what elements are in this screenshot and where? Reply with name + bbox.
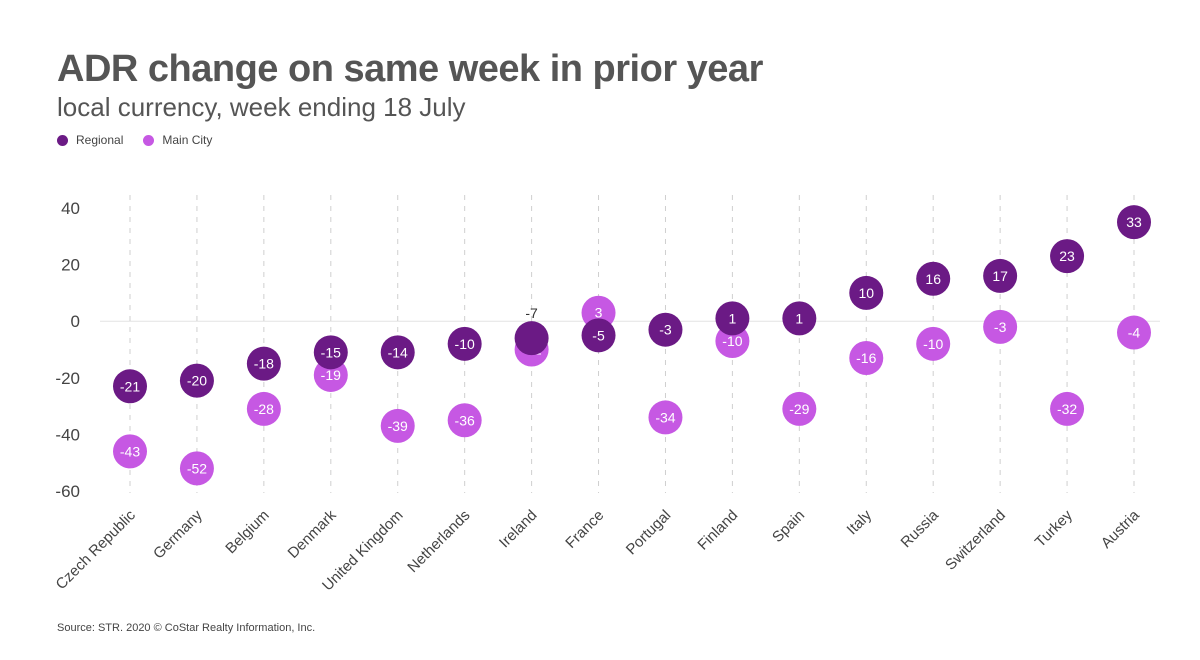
legend-item-main-city: Main City <box>143 133 212 147</box>
dot-main-city <box>1117 315 1151 350</box>
dot-regional <box>581 318 616 353</box>
dot-regional <box>514 321 549 356</box>
data-label-regional: 23 <box>1059 248 1075 264</box>
x-tick-label: Italy <box>844 506 876 538</box>
legend-swatch-regional <box>57 134 68 146</box>
chart-subtitle: local currency, week ending 18 July <box>57 92 466 122</box>
data-label-regional: -3 <box>659 322 672 338</box>
y-tick-label: 0 <box>71 312 80 331</box>
dot-regional <box>849 275 884 310</box>
data-label-regional: -21 <box>120 378 140 394</box>
data-label-main-city: -4 <box>1128 325 1141 341</box>
data-label-regional: -7 <box>525 305 538 321</box>
x-tick-label: Switzerland <box>942 507 1009 574</box>
data-label-regional: -18 <box>254 356 274 372</box>
x-tick-label: Czech Republic <box>53 506 140 593</box>
chart-title: ADR change on same week in prior year <box>57 48 763 90</box>
dot-main-city <box>447 403 482 438</box>
dot-regional <box>648 312 683 347</box>
x-tick-label: Turkey <box>1032 506 1076 550</box>
legend-label-regional: Regional <box>76 133 124 147</box>
y-tick-label: -20 <box>55 369 80 388</box>
y-tick-label: -40 <box>55 425 80 444</box>
data-label-main-city: 3 <box>595 305 603 321</box>
data-label-main-city: -36 <box>455 412 475 428</box>
source-note: Source: STR. 2020 © CoStar Realty Inform… <box>57 622 316 634</box>
legend: Regional Main City <box>57 133 212 147</box>
dot-regional <box>179 363 214 398</box>
data-label-main-city: -29 <box>789 401 809 417</box>
data-label-regional: 1 <box>729 310 737 326</box>
dot-regional <box>916 261 951 296</box>
dot-regional <box>1050 239 1085 274</box>
x-tick-label: Portugal <box>623 507 675 559</box>
dot-regional <box>782 301 817 336</box>
dot-regional <box>313 335 348 370</box>
y-tick-label: 20 <box>61 256 80 275</box>
x-tick-label: Denmark <box>285 506 340 561</box>
x-tick-label: France <box>562 507 607 552</box>
data-label-regional: 10 <box>858 285 874 301</box>
dot-main-city <box>113 434 147 469</box>
x-tick-label: Ireland <box>496 507 540 551</box>
dot-regional <box>447 326 482 361</box>
x-tick-label: Germany <box>150 506 206 562</box>
data-label-main-city: -19 <box>321 367 341 383</box>
data-label-main-city: -39 <box>388 418 408 434</box>
y-tick-label: 40 <box>61 199 80 218</box>
data-label-main-city: -32 <box>1057 401 1077 417</box>
data-label-main-city: -10 <box>722 333 742 349</box>
dot-regional <box>246 346 281 381</box>
data-label-regional: -5 <box>592 327 605 343</box>
x-tick-label: Russia <box>898 506 943 551</box>
data-label-regional: -10 <box>455 336 475 352</box>
legend-label-main-city: Main City <box>162 133 213 147</box>
dot-main-city <box>380 408 415 443</box>
legend-item-regional: Regional <box>57 133 123 147</box>
x-tick-label: Austria <box>1098 506 1143 551</box>
data-label-regional: -15 <box>321 344 341 360</box>
x-tick-label: Finland <box>694 507 741 554</box>
dot-main-city <box>179 451 214 486</box>
dot-main-city <box>246 391 281 426</box>
legend-swatch-main-city <box>143 134 155 146</box>
data-label-main-city: -28 <box>254 401 274 417</box>
dot-main-city <box>849 340 884 375</box>
data-label-main-city: -3 <box>994 319 1007 335</box>
dot-regional <box>715 301 750 336</box>
x-tick-label: Spain <box>769 507 808 546</box>
data-label-regional: -20 <box>187 373 207 389</box>
dot-main-city <box>983 309 1018 344</box>
data-label-main-city: -52 <box>187 460 207 476</box>
dot-main-city <box>648 400 683 435</box>
dot-regional <box>1117 205 1151 240</box>
dot-regional <box>983 258 1018 293</box>
x-tick-label: Netherlands <box>404 507 473 576</box>
data-label-regional: 17 <box>992 268 1008 284</box>
data-label-main-city: -10 <box>923 336 943 352</box>
dot-regional <box>380 335 415 370</box>
data-label-regional: -14 <box>388 344 408 360</box>
data-label-main-city: -34 <box>655 409 675 425</box>
y-tick-label: -60 <box>55 482 80 501</box>
data-label-main-city: -16 <box>856 350 876 366</box>
data-label-regional: 16 <box>925 271 941 287</box>
dot-main-city <box>916 326 951 361</box>
dot-regional <box>113 369 147 404</box>
data-label-main-city: -43 <box>120 443 140 459</box>
dot-main-city <box>782 391 817 426</box>
x-tick-label: Belgium <box>222 507 272 557</box>
data-label-regional: 1 <box>795 310 803 326</box>
data-label-regional: 33 <box>1126 214 1142 230</box>
dot-main-city <box>1050 391 1085 426</box>
